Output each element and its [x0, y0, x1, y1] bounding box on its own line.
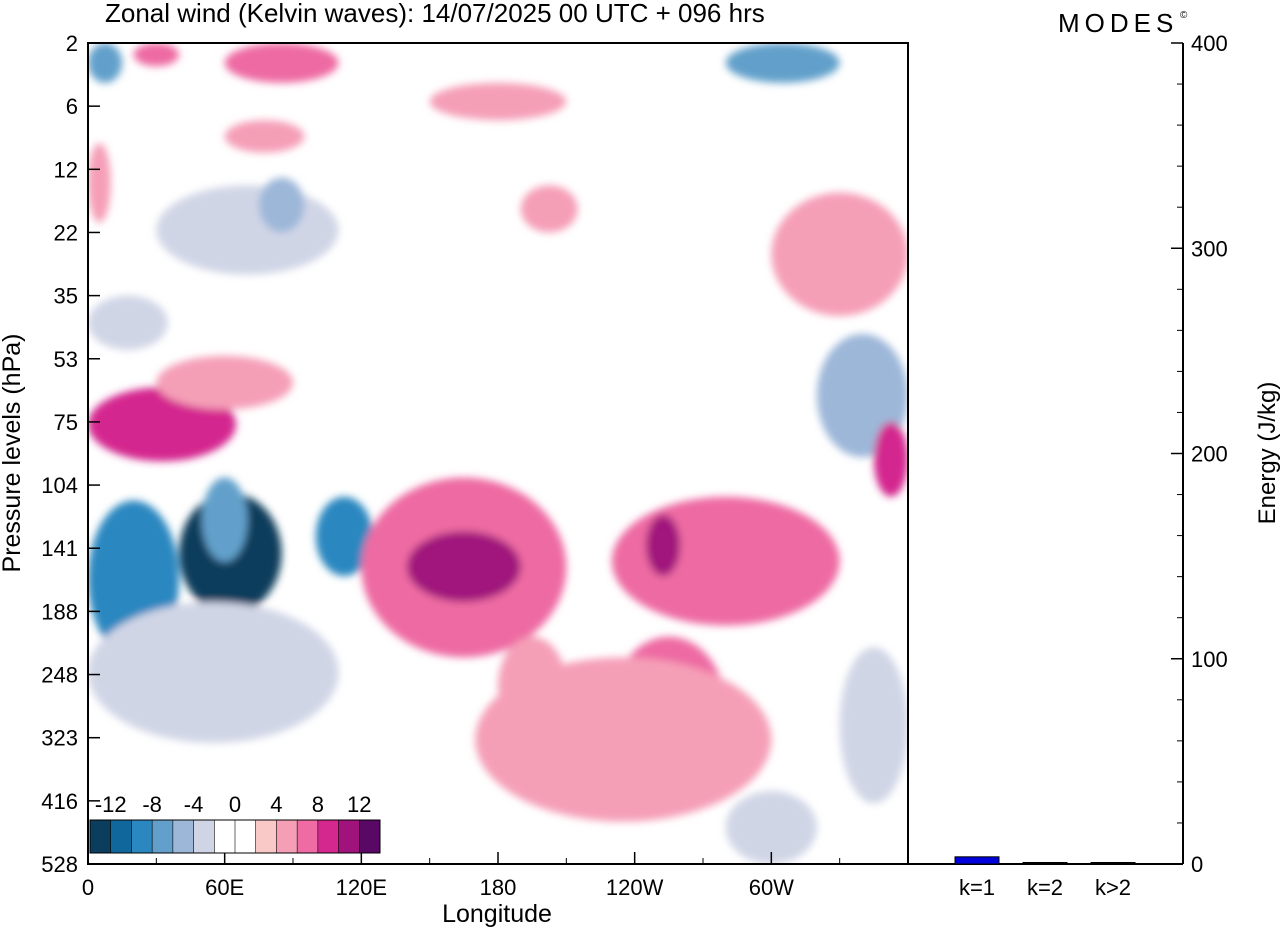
wind-anomaly-region [88, 295, 168, 350]
x-axis-ticks: 0 60E 120E 180 120W 60W [82, 852, 841, 900]
colorbar-swatch [338, 820, 360, 853]
wind-anomaly-region [315, 496, 373, 576]
energy-tick-label: 300 [1191, 236, 1228, 261]
wind-anomaly-region [258, 177, 305, 233]
y-tick-label: 528 [41, 852, 78, 877]
wind-anomaly-region [429, 82, 567, 121]
colorbar-swatch [214, 820, 236, 853]
wind-anomaly-region [224, 120, 305, 153]
y-axis-label: Pressure levels (hPa) [0, 334, 26, 573]
colorbar-label: -8 [142, 792, 162, 817]
y-tick-label: 6 [66, 94, 78, 119]
colorbar-swatch [276, 820, 298, 853]
colorbar-swatch [193, 820, 215, 853]
x-tick-label: 120E [336, 875, 387, 900]
wind-anomaly-region [133, 43, 180, 67]
y-tick-label: 35 [54, 284, 78, 309]
wind-anomaly-region [611, 496, 840, 626]
x-tick-label: 0 [82, 875, 94, 900]
colorbar-swatch [110, 820, 132, 853]
y-tick-label: 22 [54, 220, 78, 245]
colorbar-swatch [90, 820, 112, 853]
wind-anomaly-region [725, 791, 817, 864]
energy-tick-label: 200 [1191, 442, 1228, 467]
energy-axis-label: Energy (J/kg) [1254, 382, 1280, 525]
colorbar: -12 -8 -4 0 4 8 12 [89, 792, 381, 854]
y-tick-label: 141 [41, 536, 78, 561]
chart-title: Zonal wind (Kelvin waves): 14/07/2025 00… [105, 0, 765, 28]
colorbar-label: 4 [270, 792, 282, 817]
wind-anomaly-region [725, 43, 840, 83]
modes-logo: MODES [1058, 8, 1178, 38]
energy-bar [1022, 862, 1068, 865]
bar-category-label: k=2 [1027, 875, 1063, 900]
colorbar-swatch [317, 820, 340, 853]
wind-anomaly-region [771, 192, 908, 316]
y-tick-label: 323 [41, 726, 78, 751]
y-tick-label: 12 [54, 157, 78, 182]
wind-anomaly-region [839, 647, 908, 804]
heatmap-frame [87, 42, 909, 865]
colorbar-swatch [359, 820, 381, 853]
wind-anomaly-region [520, 185, 578, 233]
x-axis-label: Longitude [442, 900, 552, 928]
y-tick-label: 104 [41, 473, 78, 498]
energy-bar [954, 856, 1000, 865]
colorbar-swatch [152, 820, 174, 853]
colorbar-label: 12 [347, 792, 371, 817]
x-tick-label: 120W [606, 875, 664, 900]
y-tick-label: 188 [41, 599, 78, 624]
y-tick-label: 53 [54, 347, 78, 372]
y-tick-label: 248 [41, 663, 78, 688]
colorbar-swatch [131, 820, 153, 853]
y-tick-label: 2 [66, 31, 78, 56]
colorbar-label: -12 [95, 792, 127, 817]
colorbar-swatch [172, 820, 195, 853]
bar-category-label: k>2 [1095, 875, 1131, 900]
wind-anomaly-region [873, 421, 908, 497]
energy-bar-panel: 0 100 200 300 400 k=1 k=2 k>2 [908, 31, 1228, 900]
colorbar-label: 8 [312, 792, 324, 817]
y-tick-label: 75 [54, 410, 78, 435]
wind-anomaly-region [88, 143, 111, 223]
colorbar-label: 0 [229, 792, 241, 817]
heatmap-panel: 0 60E 120E 180 120W 60W 2 6 12 22 35 53 75 104 141 188… [41, 31, 909, 900]
y-axis-ticks: 2 6 12 22 35 53 75 104 141 188 248 323 416 528 [41, 31, 100, 877]
wind-anomaly-region [156, 185, 339, 275]
wind-anomaly-region [475, 657, 772, 822]
bar-category-label: k=1 [959, 875, 995, 900]
energy-tick-label: 0 [1191, 852, 1203, 877]
colorbar-label: -4 [184, 792, 204, 817]
energy-bar [1090, 862, 1136, 865]
x-tick-label: 180 [480, 875, 517, 900]
heatmap-field [88, 43, 908, 864]
wind-anomaly-region [224, 43, 339, 83]
wind-anomaly-region [88, 43, 123, 83]
modes-logo-mark: © [1180, 10, 1188, 21]
colorbar-swatch [255, 820, 277, 853]
x-tick-label: 60W [749, 875, 794, 900]
wind-anomaly-region [88, 601, 339, 744]
colorbar-swatch [235, 820, 257, 853]
y-tick-label: 416 [41, 789, 78, 814]
wind-anomaly-region [646, 514, 681, 576]
energy-tick-label: 100 [1191, 647, 1228, 672]
wind-anomaly-region [156, 355, 293, 410]
energy-tick-label: 400 [1191, 31, 1228, 56]
colorbar-swatch [297, 820, 319, 853]
wind-anomaly-region [406, 531, 521, 602]
x-tick-label: 60E [205, 875, 244, 900]
wind-anomaly-region [201, 477, 248, 562]
